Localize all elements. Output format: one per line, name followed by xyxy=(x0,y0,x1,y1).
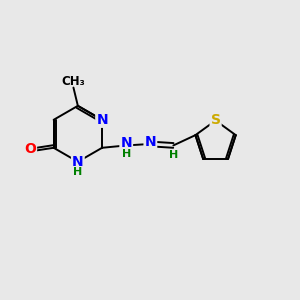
Text: S: S xyxy=(211,113,220,128)
Text: N: N xyxy=(145,135,156,148)
Text: CH₃: CH₃ xyxy=(61,75,85,88)
Text: H: H xyxy=(73,167,83,177)
Text: O: O xyxy=(24,142,36,156)
Text: H: H xyxy=(169,150,178,160)
Text: H: H xyxy=(122,149,131,159)
Text: N: N xyxy=(96,113,108,127)
Text: N: N xyxy=(120,136,132,150)
Text: N: N xyxy=(72,155,84,169)
